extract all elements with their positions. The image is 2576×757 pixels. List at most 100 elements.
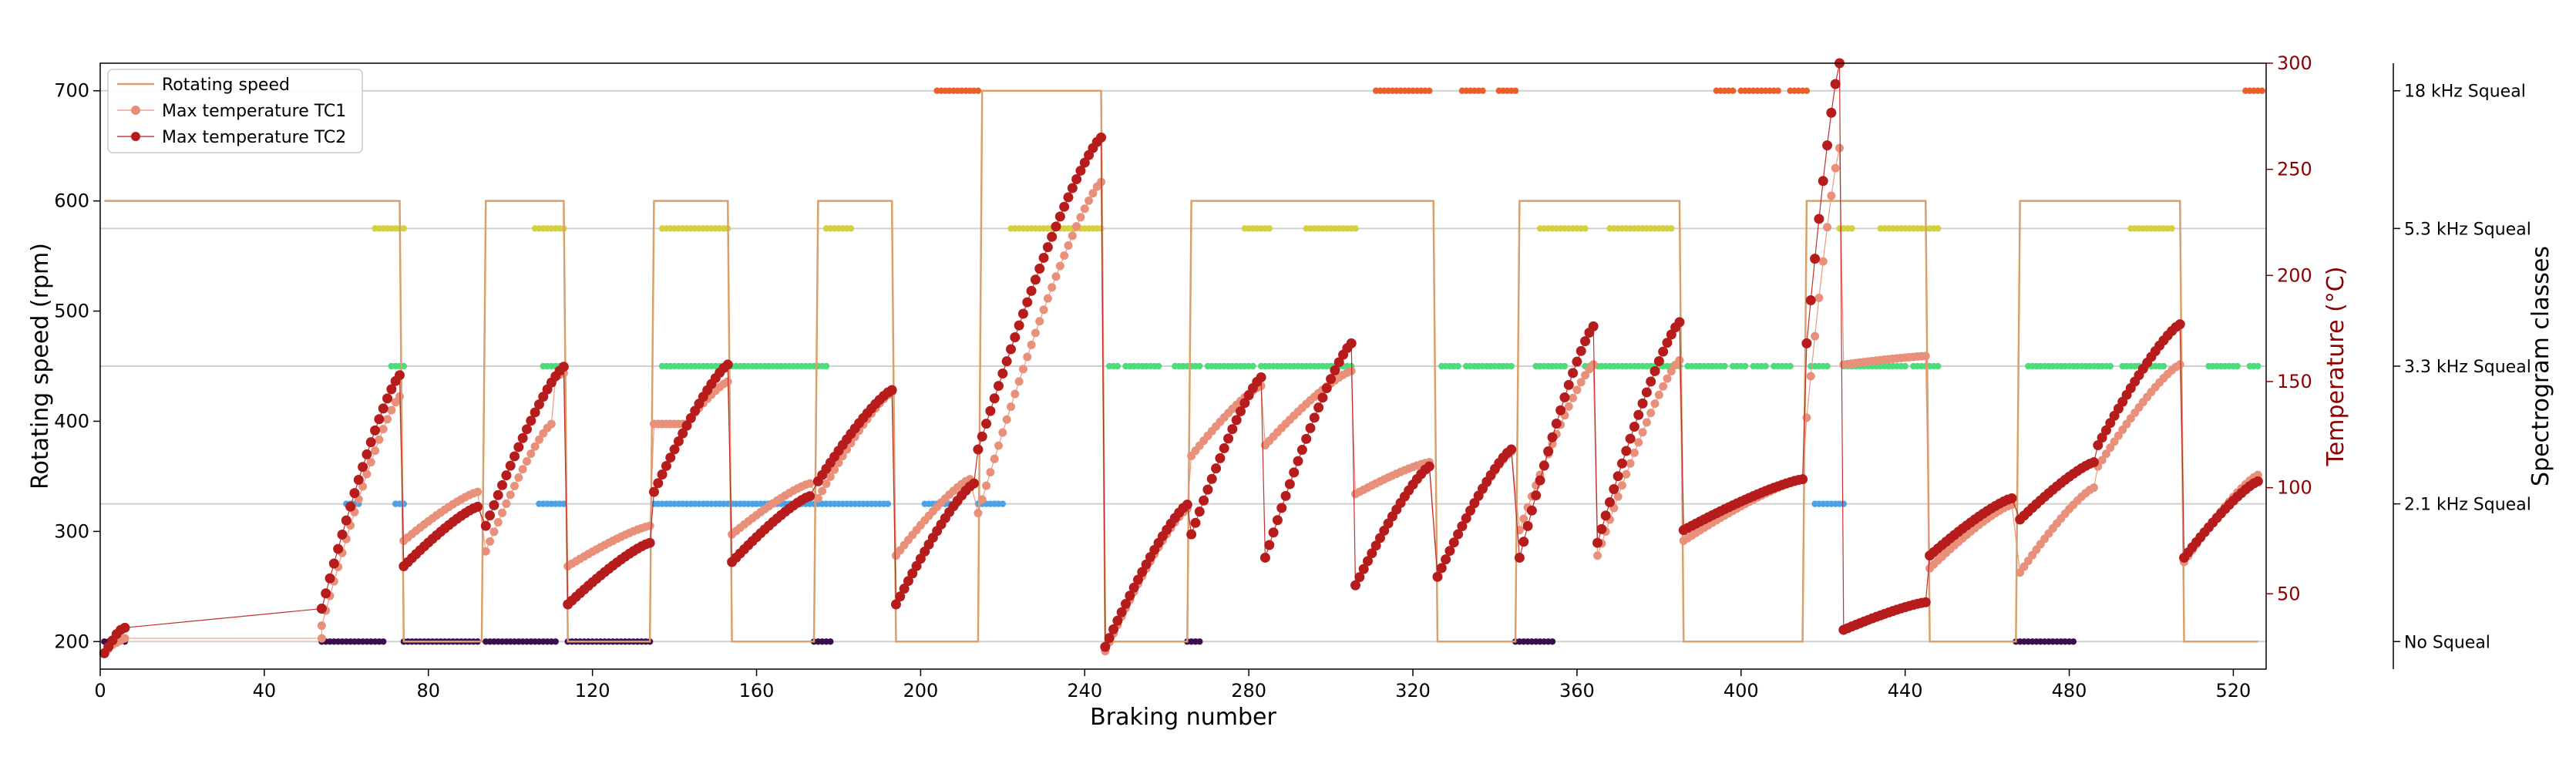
temperature-point xyxy=(1362,556,1373,567)
temperature-point xyxy=(974,509,983,518)
temperature-point xyxy=(365,437,376,448)
x-tick-label: 0 xyxy=(94,680,106,701)
temperature-point xyxy=(1085,196,1094,205)
temperature-point xyxy=(1280,490,1291,501)
temperature-point xyxy=(1030,274,1041,285)
legend-label: Max temperature TC2 xyxy=(162,128,346,147)
class-marker xyxy=(380,638,387,645)
temperature-point xyxy=(1572,356,1582,367)
temperature-point xyxy=(2100,425,2111,436)
x-tick-label: 160 xyxy=(739,680,775,701)
class-marker xyxy=(2234,362,2241,370)
temperature-point xyxy=(1519,514,1528,523)
temperature-point xyxy=(1448,537,1459,548)
temperature-point xyxy=(1305,422,1316,433)
x-tick-label: 120 xyxy=(575,680,610,701)
temperature-point xyxy=(1663,374,1672,383)
temperature-point xyxy=(1629,448,1639,457)
x-tick-label: 80 xyxy=(416,680,440,701)
temperature-point xyxy=(517,432,528,443)
temperature-point xyxy=(1231,415,1242,426)
temperature-point xyxy=(2175,360,2184,369)
temperature-point xyxy=(316,604,327,614)
temperature-point xyxy=(328,558,339,569)
temperature-point xyxy=(1616,458,1627,469)
temperature-point xyxy=(1613,492,1623,501)
temperature-point xyxy=(1186,529,1197,540)
temperature-point xyxy=(1805,295,1816,306)
temperature-point xyxy=(1555,405,1566,416)
temperature-point xyxy=(1236,406,1246,417)
temperature-point xyxy=(1629,421,1639,432)
class-marker xyxy=(1426,87,1433,94)
temperature-point xyxy=(1023,352,1032,362)
class-marker xyxy=(1824,362,1831,370)
temperature-point xyxy=(1653,355,1664,366)
temperature-point xyxy=(345,501,356,512)
temperature-point xyxy=(333,543,344,554)
temperature-point xyxy=(1539,460,1549,471)
class-marker xyxy=(1721,362,1728,370)
temperature-point xyxy=(1211,463,1222,474)
temperature-point xyxy=(1444,546,1455,557)
temperature-point xyxy=(1080,204,1089,214)
temperature-point xyxy=(1564,402,1573,411)
temperature-point xyxy=(349,488,360,499)
temperature-point xyxy=(722,359,733,370)
temperature-point xyxy=(644,537,655,548)
temperature-point xyxy=(378,425,388,434)
temperature-point xyxy=(387,405,396,415)
temperature-point xyxy=(1801,338,1812,348)
temperature-point xyxy=(669,444,680,455)
temperature-point xyxy=(530,407,540,418)
class-marker xyxy=(2070,638,2077,645)
temperature-point xyxy=(1125,590,1135,601)
class-tick-label: 3.3 kHz Squeal xyxy=(2404,358,2531,377)
class-marker xyxy=(2160,362,2167,370)
temperature-point xyxy=(1350,580,1361,590)
temperature-point xyxy=(1568,368,1579,378)
temperature-point xyxy=(673,436,684,446)
temperature-point xyxy=(493,517,503,527)
x-tick-label: 320 xyxy=(1395,680,1431,701)
temperature-point xyxy=(1132,574,1143,585)
class-marker xyxy=(1762,362,1769,370)
temperature-point xyxy=(2093,440,2104,451)
temperature-point xyxy=(493,490,503,500)
temperature-point xyxy=(1592,537,1603,548)
temperature-point xyxy=(486,537,495,546)
x-tick-label: 240 xyxy=(1067,680,1102,701)
temperature-point xyxy=(1921,352,1930,361)
left-tick-label: 300 xyxy=(54,520,89,542)
temperature-point xyxy=(1469,498,1480,509)
temperature-point xyxy=(1259,552,1270,563)
temperature-point xyxy=(1031,328,1040,338)
left-tick-label: 400 xyxy=(54,410,89,432)
temperature-point xyxy=(1326,374,1337,385)
temperature-point xyxy=(1822,140,1833,151)
temperature-point xyxy=(989,393,1000,404)
class-marker xyxy=(2168,225,2175,232)
class-axis: No Squeal 2.1 kHz Squeal 3.3 kHz Squeal 5.3… xyxy=(2393,63,2531,669)
class-marker xyxy=(1774,87,1781,94)
temperature-point xyxy=(362,469,372,479)
temperature-point xyxy=(1002,415,1011,424)
temperature-point xyxy=(522,456,531,466)
class-marker xyxy=(1561,362,1569,370)
temperature-point xyxy=(997,368,1008,379)
x-tick-label: 440 xyxy=(1888,680,1923,701)
class-tick-label: 2.1 kHz Squeal xyxy=(2404,496,2531,515)
temperature-point xyxy=(1604,497,1615,508)
temperature-point xyxy=(1128,582,1139,593)
temperature-point xyxy=(472,501,483,512)
temperature-point xyxy=(1569,393,1578,402)
temperature-point xyxy=(386,384,397,395)
legend-swatch-marker xyxy=(131,106,140,115)
class-marker xyxy=(2255,362,2262,370)
x-tick-label: 520 xyxy=(2216,680,2251,701)
legend-box xyxy=(107,69,363,153)
temperature-point xyxy=(395,370,405,381)
temperature-point xyxy=(480,520,491,531)
temperature-point xyxy=(645,521,654,530)
temperature-point xyxy=(119,622,130,633)
